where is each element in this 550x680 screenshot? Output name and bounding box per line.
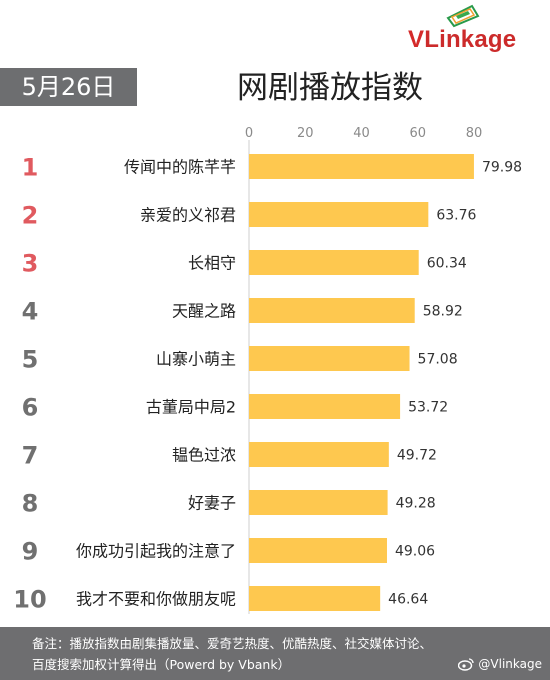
vlinkage-logo: VLinkage [408, 4, 538, 54]
x-tick-label: 80 [466, 126, 483, 141]
bar [249, 202, 429, 227]
bar [249, 346, 410, 371]
rank-number: 7 [22, 442, 39, 470]
bar-chart: 0 20 40 60 80 1 传闻中的陈芊芊 79.98 2 亲爱的义祁君 63.76 3 长相守 60… [13, 126, 522, 614]
rank-number: 9 [22, 538, 39, 566]
bar [249, 490, 388, 515]
rank-number: 3 [22, 250, 39, 278]
category-label: 你成功引起我的注意了 [76, 542, 236, 561]
category-label: 天醒之路 [172, 302, 236, 321]
footer-note: 备注：播放指数由剧集播放量、爱奇艺热度、优酷热度、社交媒体讨论、 百度搜索加权计… [0, 627, 550, 680]
category-label: 传闻中的陈芊芊 [124, 158, 236, 177]
value-label: 58.92 [423, 304, 463, 320]
x-tick-label: 20 [297, 126, 314, 141]
logo-linkage: Linkage [424, 26, 517, 53]
category-label: 韫色过浓 [172, 446, 236, 465]
footer-note-line2: 百度搜索加权计算得出（Powerd by Vbank） [32, 657, 291, 672]
category-label: 古董局中局2 [146, 398, 236, 417]
value-label: 49.72 [397, 448, 437, 464]
logo-text: VLinkage [408, 26, 516, 54]
value-label: 53.72 [408, 400, 448, 416]
category-label: 我才不要和你做朋友呢 [76, 590, 236, 609]
value-label: 57.08 [418, 352, 458, 368]
bar [249, 442, 389, 467]
x-tick-label: 0 [245, 126, 253, 141]
bar [249, 154, 474, 179]
rank-number: 2 [22, 202, 39, 230]
category-label: 山寨小萌主 [156, 350, 236, 369]
bar [249, 394, 401, 419]
rank-number: 6 [22, 394, 39, 422]
category-label: 亲爱的义祁君 [140, 206, 236, 225]
bar [249, 586, 381, 611]
weibo-icon [458, 658, 475, 671]
value-label: 79.98 [482, 160, 522, 176]
logo-mark-icon [446, 4, 480, 28]
value-label: 49.28 [396, 496, 436, 512]
category-label: 长相守 [188, 254, 236, 273]
bar [249, 538, 387, 563]
rank-number: 1 [22, 154, 39, 182]
footer-note-line1: 备注：播放指数由剧集播放量、爱奇艺热度、优酷热度、社交媒体讨论、 [32, 636, 433, 651]
rank-number: 5 [22, 346, 39, 374]
x-tick-label: 40 [353, 126, 370, 141]
chart-title: 网剧播放指数 [237, 70, 423, 106]
rank-number: 4 [22, 298, 39, 326]
weibo-handle: @Vlinkage [478, 657, 542, 671]
bar [249, 298, 415, 323]
weibo-credit: @Vlinkage [458, 657, 542, 671]
date-badge: 5月26日 [0, 68, 137, 106]
value-label: 46.64 [388, 592, 428, 608]
rank-number: 10 [13, 586, 46, 614]
logo-v: V [408, 26, 425, 53]
value-label: 63.76 [436, 208, 476, 224]
rank-number: 8 [22, 490, 39, 518]
x-tick-label: 60 [409, 126, 426, 141]
category-label: 好妻子 [188, 494, 236, 513]
value-label: 49.06 [395, 544, 435, 560]
bar [249, 250, 419, 275]
value-label: 60.34 [427, 256, 467, 272]
